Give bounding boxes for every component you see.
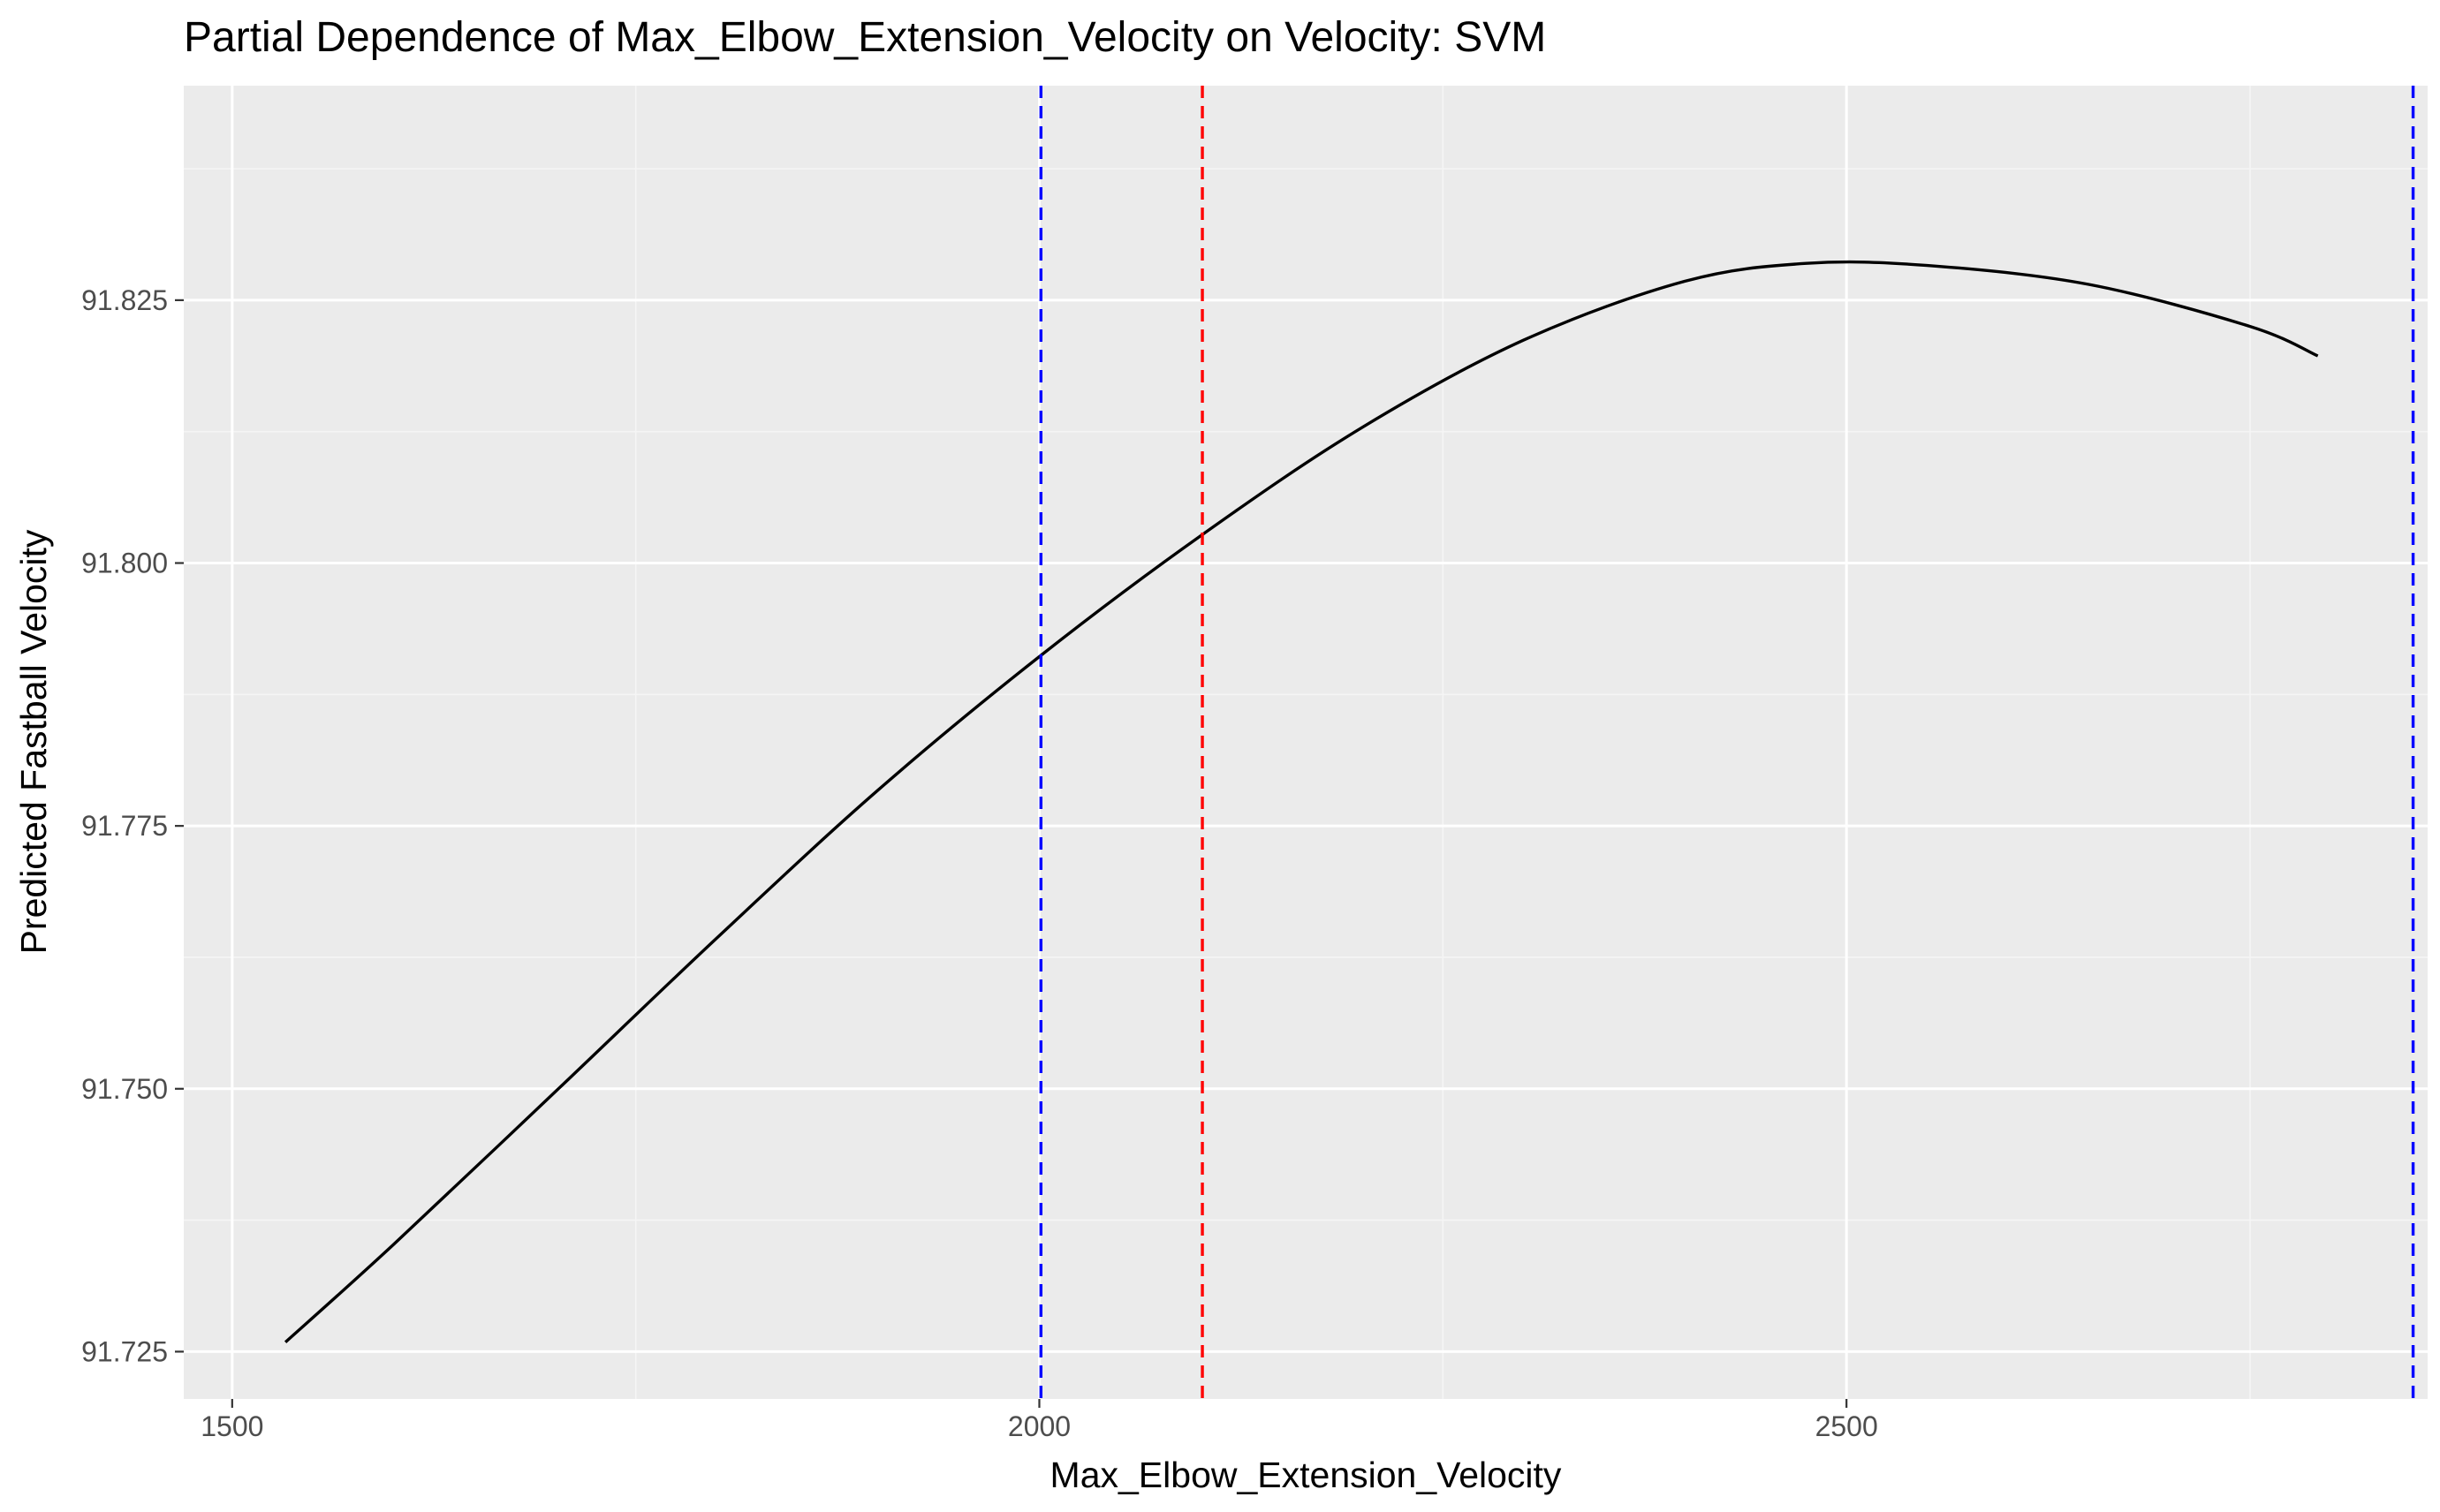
x-tick-label: 2500 bbox=[1815, 1410, 1878, 1442]
y-tick-label: 91.725 bbox=[81, 1335, 168, 1367]
y-axis-ticks: 91.725 91.750 91.775 91.800 91.825 bbox=[81, 284, 184, 1367]
grid-minor-x bbox=[634, 86, 2251, 1399]
y-tick-label: 91.800 bbox=[81, 548, 168, 579]
grid-minor-y bbox=[184, 168, 2428, 1221]
chart-title: Partial Dependence of Max_Elbow_Extensio… bbox=[184, 14, 1546, 61]
x-tick-label: 2000 bbox=[1008, 1410, 1071, 1442]
reference-lines bbox=[1039, 86, 2415, 1399]
y-tick-label: 91.775 bbox=[81, 810, 168, 842]
grid-major-x bbox=[231, 86, 1848, 1399]
y-tick-label: 91.825 bbox=[81, 284, 168, 316]
plot-panel bbox=[184, 86, 2428, 1399]
x-tick-label: 1500 bbox=[201, 1410, 263, 1442]
series-layer bbox=[284, 260, 2319, 1343]
x-axis-label: Max_Elbow_Extension_Velocity bbox=[1050, 1455, 1562, 1495]
grid-major-y bbox=[184, 299, 2428, 1353]
y-tick-label: 91.750 bbox=[81, 1073, 168, 1105]
x-axis-ticks: 1500 2000 2500 bbox=[201, 1399, 1878, 1442]
series-line bbox=[284, 260, 2319, 1343]
y-axis-label: Predicted Fastball Velocity bbox=[13, 529, 54, 954]
